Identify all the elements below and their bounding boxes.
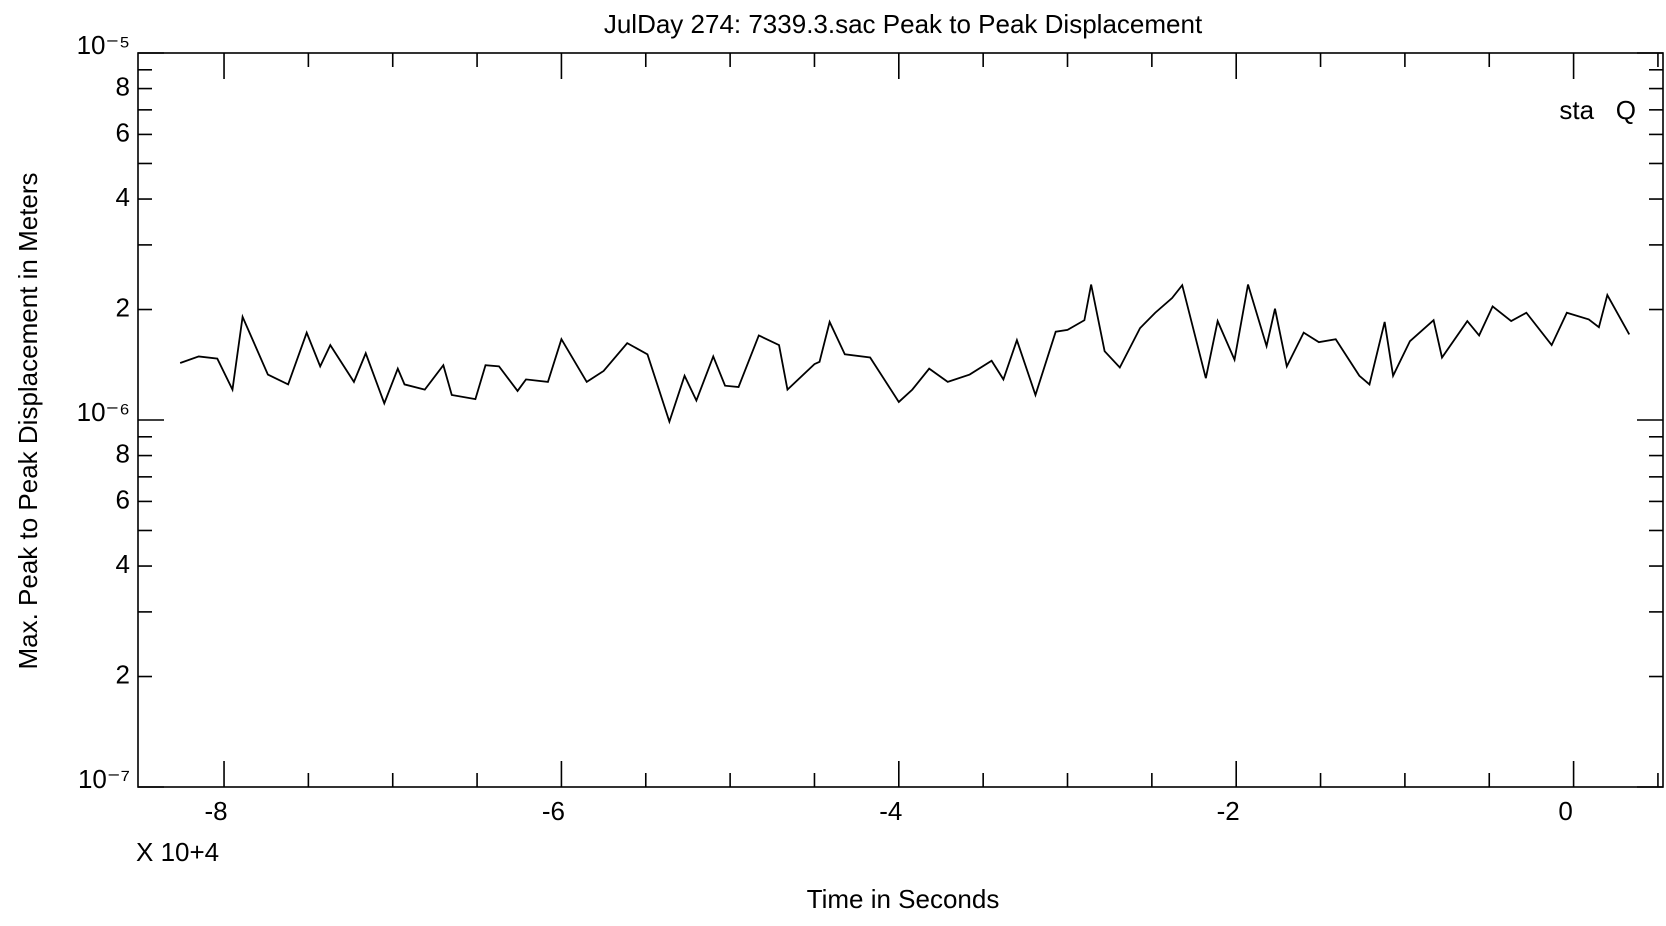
- y-tick-label: 2: [116, 292, 130, 322]
- y-tick-label: 8: [116, 71, 130, 101]
- y-tick-label: 10⁻⁷: [78, 764, 130, 794]
- chart-title: JulDay 274: 7339.3.sac Peak to Peak Disp…: [604, 9, 1203, 39]
- x-tick-label: -2: [1217, 796, 1240, 826]
- x-tick-label: 0: [1558, 796, 1572, 826]
- y-tick-label: 10⁻⁵: [77, 30, 130, 60]
- y-tick-label: 8: [116, 438, 130, 468]
- y-tick-label: 2: [116, 659, 130, 689]
- x-tick-label: -6: [542, 796, 565, 826]
- plot-frame: [137, 52, 1664, 788]
- y-tick-label: 6: [116, 117, 130, 147]
- x-axis-label: Time in Seconds: [807, 884, 1000, 914]
- x-tick-label: -8: [204, 796, 227, 826]
- x-tick-label: -4: [879, 796, 902, 826]
- y-tick-label: 4: [116, 549, 130, 579]
- station-label: sta Q: [1559, 95, 1636, 125]
- x-multiplier: X 10+4: [136, 837, 219, 867]
- y-axis-label: Max. Peak to Peak Displacement in Meters: [13, 172, 43, 669]
- y-tick-label: 4: [116, 182, 130, 212]
- y-tick-label: 10⁻⁶: [77, 397, 130, 427]
- data-line: [179, 283, 1631, 425]
- y-tick-label: 6: [116, 484, 130, 514]
